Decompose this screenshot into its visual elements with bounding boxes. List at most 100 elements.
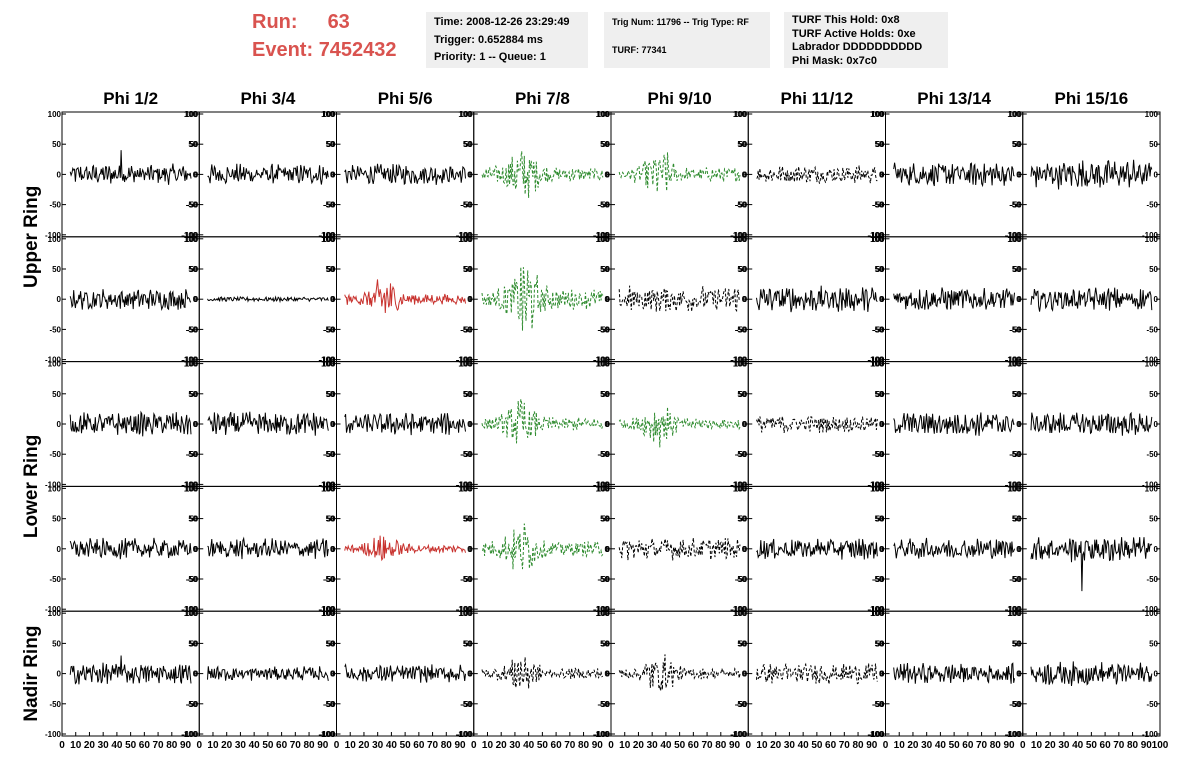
waveform-trace [481,398,604,444]
y-tick-label: 100 [871,484,885,493]
y-tick-label: 50 [326,140,335,149]
y-tick-label: 100 [733,110,747,119]
x-tick-label: 30 [98,740,110,751]
y-tick-label: -50 [873,201,885,210]
y-tick-label: 0 [1154,545,1159,554]
y-tick-label: -100 [456,231,473,240]
y-tick-label: -50 [186,325,198,334]
y-tick-label: 50 [876,140,885,149]
y-tick-label: -100 [45,231,62,240]
y-tick-label: -50 [1009,450,1021,459]
y-tick-label: -100 [593,356,610,365]
y-tick-label: 0 [331,420,336,429]
y-tick-label: 100 [597,609,611,618]
y-tick-label: -100 [1142,356,1159,365]
y-tick-label: 0 [606,420,611,429]
y-tick-label: 0 [743,420,748,429]
x-tick-label: 90 [592,740,604,751]
waveform-trace [207,411,329,436]
y-tick-label: -50 [872,575,884,584]
y-tick-label: -100 [730,356,747,365]
y-tick-label: -50 [186,700,198,709]
waveform-trace [1030,661,1153,687]
y-tick-label: 50 [1013,265,1022,274]
y-tick-label: 50 [875,515,884,524]
y-tick-label: -50 [735,450,747,459]
waveform-trace [893,537,1015,559]
waveform-trace [344,163,466,186]
y-tick-label: 100 [870,360,884,369]
x-tick-label: 90 [454,740,466,751]
y-tick-label: -50 [598,325,610,334]
y-tick-label: -100 [594,356,611,365]
event-label: Event: [252,39,314,61]
x-tick-label: 20 [84,740,96,751]
y-tick-label: -100 [1006,480,1023,489]
y-tick-label: 0 [605,670,610,679]
x-tick-label: 60 [139,740,151,751]
info-line: Priority: 1 -- Queue: 1 [434,51,546,63]
y-tick-label: -50 [49,450,61,459]
panel-frame [610,111,749,238]
y-tick-label: -50 [49,700,61,709]
info-line: Phi Mask: 0x7c0 [792,54,877,67]
waveform-trace [481,657,604,689]
y-tick-label: 50 [875,265,884,274]
y-tick-label: 0 [880,670,885,679]
y-tick-label: 100 [871,235,885,244]
column-title: Phi 3/4 [240,89,295,108]
y-tick-label: 0 [880,545,885,554]
y-tick-label: 100 [458,235,472,244]
x-tick-label: 10 [894,740,906,751]
x-tick-label: 90 [1141,740,1153,751]
y-tick-label: -100 [456,480,473,489]
y-tick-label: -50 [324,575,336,584]
y-tick-label: 50 [463,515,472,524]
y-tick-label: -100 [457,231,474,240]
y-tick-label: 100 [1145,484,1159,493]
y-tick-label: 0 [468,545,473,554]
y-tick-label: 100 [322,110,336,119]
x-tick-label: 30 [647,740,659,751]
waveform-trace [618,285,741,313]
y-tick-label: -100 [181,356,198,365]
y-tick-label: -50 [460,700,472,709]
y-tick-label: 50 [600,639,609,648]
y-tick-label: 100 [733,609,747,618]
y-tick-label: 50 [326,265,335,274]
x-tick-label: 20 [221,740,233,751]
x-tick-label: 0 [883,740,889,751]
y-tick-label: -50 [187,700,199,709]
y-tick-label: 100 [596,235,610,244]
y-tick-label: 50 [464,390,473,399]
panel-frame [1022,111,1161,238]
run-value: 63 [327,11,350,33]
y-tick-label: 0 [194,295,199,304]
panel-frame [473,485,612,612]
y-tick-label: 100 [733,360,747,369]
x-tick-label: 70 [153,740,165,751]
run-row: Run: 63 [252,8,397,36]
y-tick-label: 0 [57,420,62,429]
y-tick-label: -50 [1146,575,1158,584]
x-tick-label: 20 [633,740,645,751]
y-tick-label: 50 [327,390,336,399]
y-tick-label: 50 [737,265,746,274]
y-tick-label: 0 [880,295,885,304]
info-line: TURF: 77341 [612,45,667,55]
y-tick-label: 0 [879,670,884,679]
y-tick-label: -50 [460,201,472,210]
y-tick-label: -50 [1009,325,1021,334]
y-tick-label: 50 [188,140,197,149]
y-tick-label: 100 [870,110,884,119]
x-tick-label: 10 [619,740,631,751]
x-tick-label: 50 [1086,740,1098,751]
x-tick-label: 80 [715,740,727,751]
y-tick-label: -100 [318,356,335,365]
waveform-trace [893,287,1015,310]
y-tick-label: 0 [1017,295,1022,304]
y-tick-label: 100 [48,484,62,493]
y-tick-label: -50 [735,575,747,584]
y-tick-label: -50 [187,201,199,210]
